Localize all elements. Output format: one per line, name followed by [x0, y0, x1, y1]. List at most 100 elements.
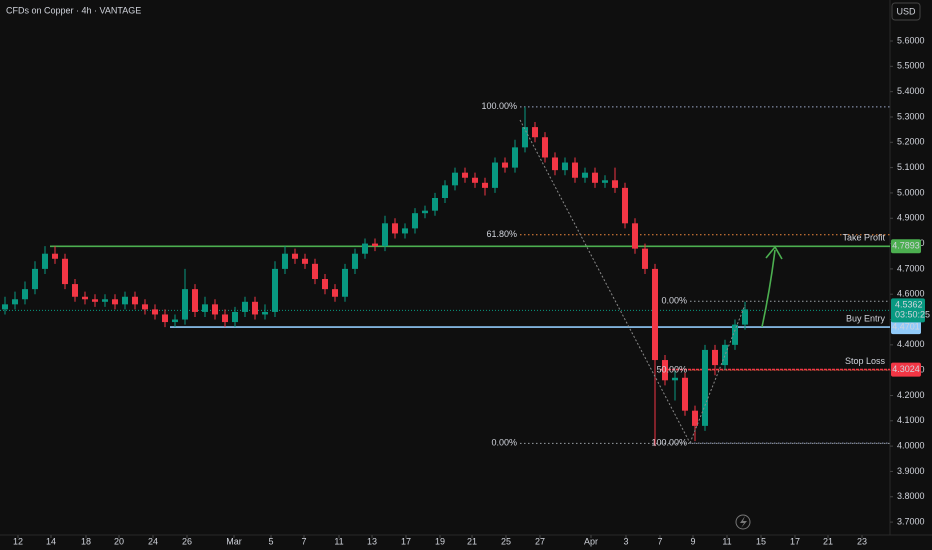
x-tick-label: 19: [435, 536, 445, 546]
chart-title: CFDs on Copper · 4h · VANTAGE: [6, 5, 141, 15]
candle-body: [12, 299, 18, 305]
replay-icon[interactable]: [735, 514, 751, 530]
price-badge-label: 4.4701: [892, 321, 920, 331]
x-tick-label: 14: [46, 536, 56, 546]
current-price-badge: [891, 298, 925, 323]
y-tick-label: 5.0000: [897, 187, 925, 197]
candle-body: [382, 223, 388, 247]
x-tick-label: 21: [467, 536, 477, 546]
x-tick-label: 17: [401, 536, 411, 546]
price-badge-label: 4.7893: [892, 241, 920, 251]
fib-label: 100.00%: [651, 437, 687, 447]
candle-body: [442, 185, 448, 198]
x-tick-label: 18: [81, 536, 91, 546]
countdown-label: 03:50:25: [895, 310, 930, 320]
current-price-label: 4.5362: [895, 300, 923, 310]
candle-body: [82, 296, 88, 300]
y-tick-label: 4.0000: [897, 441, 925, 451]
y-tick-label: 3.8000: [897, 491, 925, 501]
plot-area: [0, 106, 890, 447]
x-tick-label: 12: [13, 536, 23, 546]
candle-body: [362, 243, 368, 254]
candle-body: [522, 127, 528, 148]
candle-body: [462, 172, 468, 178]
candle-body: [712, 349, 718, 366]
candle-body: [622, 187, 628, 224]
candle-body: [452, 172, 458, 186]
candle-body: [642, 248, 648, 269]
candle-body: [52, 253, 58, 259]
x-tick-label: 23: [857, 536, 867, 546]
x-tick-label: Mar: [226, 536, 242, 546]
candle-body: [612, 180, 618, 188]
fib-label: 50.00%: [656, 365, 687, 375]
x-tick-label: 11: [722, 536, 731, 546]
candle-body: [42, 253, 48, 269]
trade-level-name: Buy Entry: [846, 313, 886, 323]
trade-level-name: Stop Loss: [845, 356, 886, 366]
x-tick-label: 25: [501, 536, 511, 546]
y-tick-label: 5.5000: [897, 61, 925, 71]
x-tick-label: 3: [623, 536, 628, 546]
x-tick-label: 24: [148, 536, 158, 546]
y-tick-label: 5.1000: [897, 162, 925, 172]
y-tick-label: 5.2000: [897, 137, 925, 147]
x-tick-label: 17: [790, 536, 800, 546]
candle-body: [432, 197, 438, 211]
candle-body: [572, 162, 578, 178]
candle-body: [102, 299, 108, 302]
candle-body: [602, 180, 608, 183]
candle-body: [242, 301, 248, 312]
x-tick-label: 7: [301, 536, 306, 546]
candle-body: [322, 279, 328, 290]
y-tick-label: 4.7000: [897, 263, 925, 273]
candle-body: [92, 299, 98, 302]
fib-trend-line: [519, 119, 691, 444]
candle-body: [692, 410, 698, 426]
x-tick-label: 21: [823, 536, 833, 546]
currency-label: USD: [896, 6, 916, 16]
candle-body: [702, 349, 708, 426]
candle-body: [192, 289, 198, 312]
candle-body: [592, 172, 598, 183]
price-badge-label: 4.3024: [892, 364, 920, 374]
candle-body: [732, 324, 738, 345]
candle-body: [312, 263, 318, 280]
candle-body: [282, 253, 288, 269]
x-tick-label: 13: [367, 536, 377, 546]
candle-body: [502, 162, 508, 168]
candle-body: [292, 253, 298, 259]
y-tick-label: 4.9000: [897, 213, 925, 223]
fib-label: 61.80%: [486, 229, 517, 239]
candle-body: [182, 289, 188, 320]
candle-body: [402, 228, 408, 234]
x-tick-label: 26: [182, 536, 192, 546]
x-tick-label: 9: [690, 536, 695, 546]
candle-body: [222, 314, 228, 323]
x-tick-label: 15: [756, 536, 766, 546]
y-tick-label: 5.3000: [897, 111, 925, 121]
y-tick-label: 3.7000: [897, 516, 925, 526]
currency-button[interactable]: [891, 2, 921, 21]
candle-body: [742, 309, 748, 325]
candle-body: [542, 137, 548, 158]
x-tick-label: 27: [535, 536, 545, 546]
candle-body: [492, 162, 498, 188]
candle-body: [662, 360, 668, 381]
candle-body: [72, 284, 78, 297]
candle-body: [672, 377, 678, 381]
x-tick-label: 7: [657, 536, 662, 546]
fib-label: 0.00%: [661, 296, 687, 306]
x-tick-label: 5: [268, 536, 273, 546]
candle-body: [232, 311, 238, 323]
candle-body: [272, 268, 278, 312]
candle-body: [472, 177, 478, 183]
candle-body: [32, 268, 38, 290]
candle-body: [552, 157, 558, 171]
candle-body: [342, 268, 348, 297]
y-tick-label: 5.6000: [897, 35, 925, 45]
candle-body: [412, 213, 418, 229]
